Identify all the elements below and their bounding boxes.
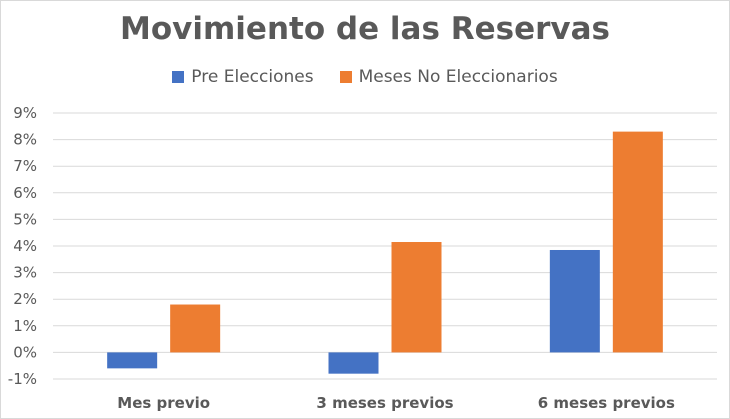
legend: Pre Elecciones Meses No Eleccionarios (1, 67, 729, 87)
x-category-label: Mes previo (117, 394, 210, 412)
legend-swatch-series-1 (172, 71, 185, 83)
legend-label-series-2: Meses No Eleccionarios (358, 67, 558, 87)
y-tick-label: 1% (13, 317, 37, 335)
bar-series-2 (612, 131, 663, 353)
x-category-label: 6 meses previos (538, 394, 675, 412)
y-tick-label: 6% (13, 184, 37, 202)
y-tick-label: -1% (8, 370, 37, 388)
y-tick-label: 4% (13, 237, 37, 255)
y-tick-label: 0% (13, 343, 37, 361)
bar-series-1 (107, 352, 158, 369)
bar-series-2 (170, 304, 221, 353)
y-tick-label: 9% (13, 104, 37, 122)
legend-swatch-series-2 (339, 71, 352, 83)
bar-series-1 (328, 352, 379, 374)
legend-item-series-1: Pre Elecciones (172, 67, 314, 87)
legend-label-series-1: Pre Elecciones (191, 67, 314, 87)
y-tick-label: 5% (13, 210, 37, 228)
chart-title: Movimiento de las Reservas (120, 11, 610, 47)
legend-item-series-2: Meses No Eleccionarios (339, 67, 558, 87)
y-tick-label: 8% (13, 131, 37, 149)
x-category-label: 3 meses previos (316, 394, 453, 412)
bar-series-1 (549, 249, 600, 353)
y-tick-label: 2% (13, 290, 37, 308)
bar-series-2 (391, 242, 442, 353)
y-tick-label: 3% (13, 264, 37, 282)
y-tick-label: 7% (13, 157, 37, 175)
